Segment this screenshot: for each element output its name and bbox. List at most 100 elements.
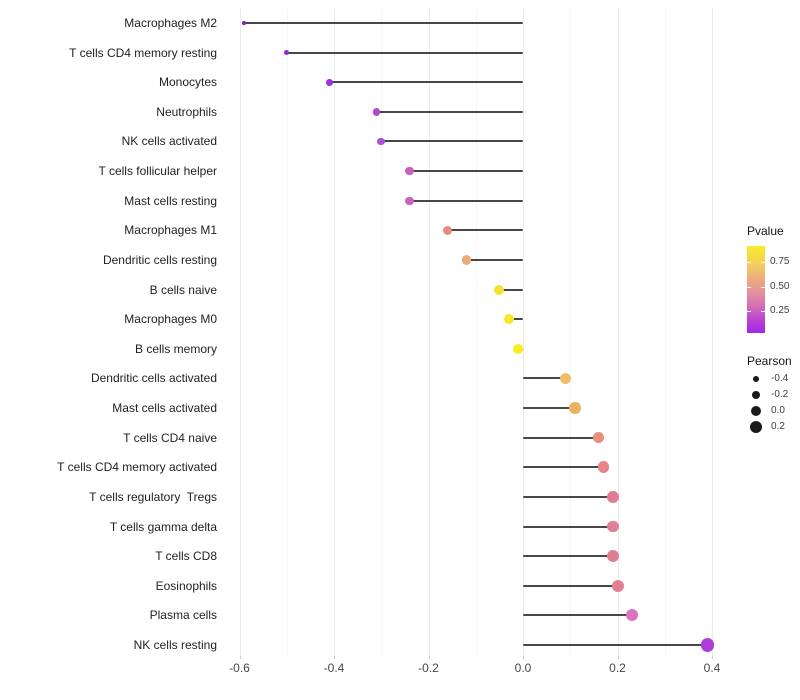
x-axis-tick	[428, 656, 430, 659]
category-label: NK cells activated	[121, 134, 217, 149]
category-label: T cells CD4 naive	[123, 430, 217, 445]
gridline-minor	[475, 8, 477, 656]
x-tick-label: 0.0	[514, 661, 532, 675]
lollipop-stem	[523, 555, 613, 558]
gridline-major	[428, 8, 430, 656]
size-legend-label: -0.2	[771, 389, 789, 400]
lollipop-stem	[244, 22, 523, 24]
lollipop-dot	[503, 314, 514, 325]
category-label: Dendritic cells activated	[90, 371, 217, 386]
lollipop-stem	[523, 644, 708, 647]
category-label: Macrophages M0	[124, 312, 217, 327]
category-label: Dendritic cells resting	[102, 252, 217, 267]
lollipop-stem	[286, 51, 524, 54]
category-label: NK cells resting	[133, 638, 217, 653]
x-tick-label: 0.4	[703, 661, 721, 675]
category-label: B cells memory	[134, 341, 217, 356]
size-legend-label: 0.0	[771, 405, 785, 416]
x-tick-label: -0.6	[229, 661, 250, 675]
lollipop-stem	[523, 377, 566, 380]
lollipop-stem	[376, 110, 523, 113]
colorbar-tick	[747, 286, 751, 288]
lollipop-stem	[523, 584, 618, 587]
lollipop-dot	[372, 108, 381, 116]
category-label: Macrophages M1	[124, 223, 217, 238]
lollipop-dot	[611, 579, 624, 592]
lollipop-dot	[513, 343, 524, 354]
lollipop-stem	[447, 229, 523, 232]
lollipop-stem	[523, 525, 613, 528]
lollipop-stem	[523, 436, 599, 439]
category-label: Monocytes	[158, 75, 217, 90]
category-label: T cells follicular helper	[98, 164, 218, 179]
lollipop-dot	[242, 21, 246, 25]
gridline-major	[712, 8, 713, 656]
category-label: T cells CD8	[155, 549, 217, 564]
colorbar-tick-label: 0.75	[770, 256, 790, 268]
pearson-legend-title: Pearson	[747, 354, 792, 368]
pvalue-colorbar	[747, 246, 765, 333]
lollipop-stem	[381, 140, 524, 143]
gridline-minor	[664, 8, 666, 656]
gridline-minor	[570, 8, 572, 656]
colorbar-tick	[747, 310, 751, 312]
lollipop-dot	[569, 402, 581, 414]
lollipop-stem	[508, 318, 523, 321]
size-legend-dot	[750, 421, 762, 433]
gridline-major	[617, 8, 619, 656]
colorbar-tick	[761, 310, 765, 312]
colorbar-tick	[761, 262, 765, 264]
lollipop-dot	[700, 638, 714, 652]
lollipop-stem	[523, 614, 632, 617]
gridline-major	[523, 8, 524, 656]
category-label: Plasma cells	[149, 608, 217, 623]
lollipop-stem	[523, 495, 613, 498]
x-axis-tick	[523, 656, 524, 659]
lollipop-dot	[592, 431, 605, 444]
category-label: Mast cells resting	[124, 193, 217, 208]
size-legend-dot	[750, 405, 762, 417]
lollipop-stem	[409, 170, 523, 173]
lollipop-dot	[606, 550, 619, 563]
lollipop-dot	[494, 284, 505, 295]
lollipop-stem	[523, 407, 575, 410]
lollipop-dot	[597, 461, 610, 474]
x-tick-label: -0.2	[418, 661, 439, 675]
lollipop-stem	[523, 466, 604, 469]
lollipop-dot	[625, 609, 638, 622]
size-legend-label: -0.4	[771, 373, 789, 384]
gridline-minor	[286, 8, 288, 656]
colorbar-tick-label: 0.25	[770, 304, 790, 316]
size-legend-dot	[751, 390, 761, 400]
x-tick-label: -0.4	[323, 661, 345, 675]
x-tick-label: 0.2	[609, 661, 626, 675]
x-axis-tick	[617, 656, 619, 659]
lollipop-dot	[405, 166, 414, 176]
gridline-major	[239, 8, 241, 656]
x-axis-tick	[712, 656, 713, 659]
lollipop-dot	[461, 255, 471, 265]
colorbar-tick	[761, 286, 765, 288]
lollipop-stem	[466, 258, 523, 261]
lollipop-dot	[606, 491, 619, 503]
lollipop-dot	[284, 50, 290, 56]
category-label: T cells gamma delta	[109, 519, 217, 534]
pvalue-legend-title: Pvalue	[747, 224, 784, 238]
category-label: Eosinophils	[155, 578, 217, 593]
category-label: Macrophages M2	[124, 16, 217, 30]
lollipop-dot	[377, 137, 386, 146]
gridline-minor	[381, 8, 383, 656]
category-label: T cells CD4 memory activated	[57, 460, 217, 475]
x-axis-tick	[239, 656, 241, 659]
gridline-major	[334, 8, 335, 656]
lollipop-stem	[329, 81, 523, 84]
lollipop-stem	[409, 199, 523, 202]
category-label: T cells CD4 memory resting	[69, 45, 217, 60]
x-axis-tick	[334, 656, 335, 659]
size-legend-dot	[752, 375, 760, 383]
lollipop-dot	[606, 520, 619, 533]
category-label: Mast cells activated	[112, 401, 217, 416]
category-label: B cells naive	[149, 282, 217, 297]
